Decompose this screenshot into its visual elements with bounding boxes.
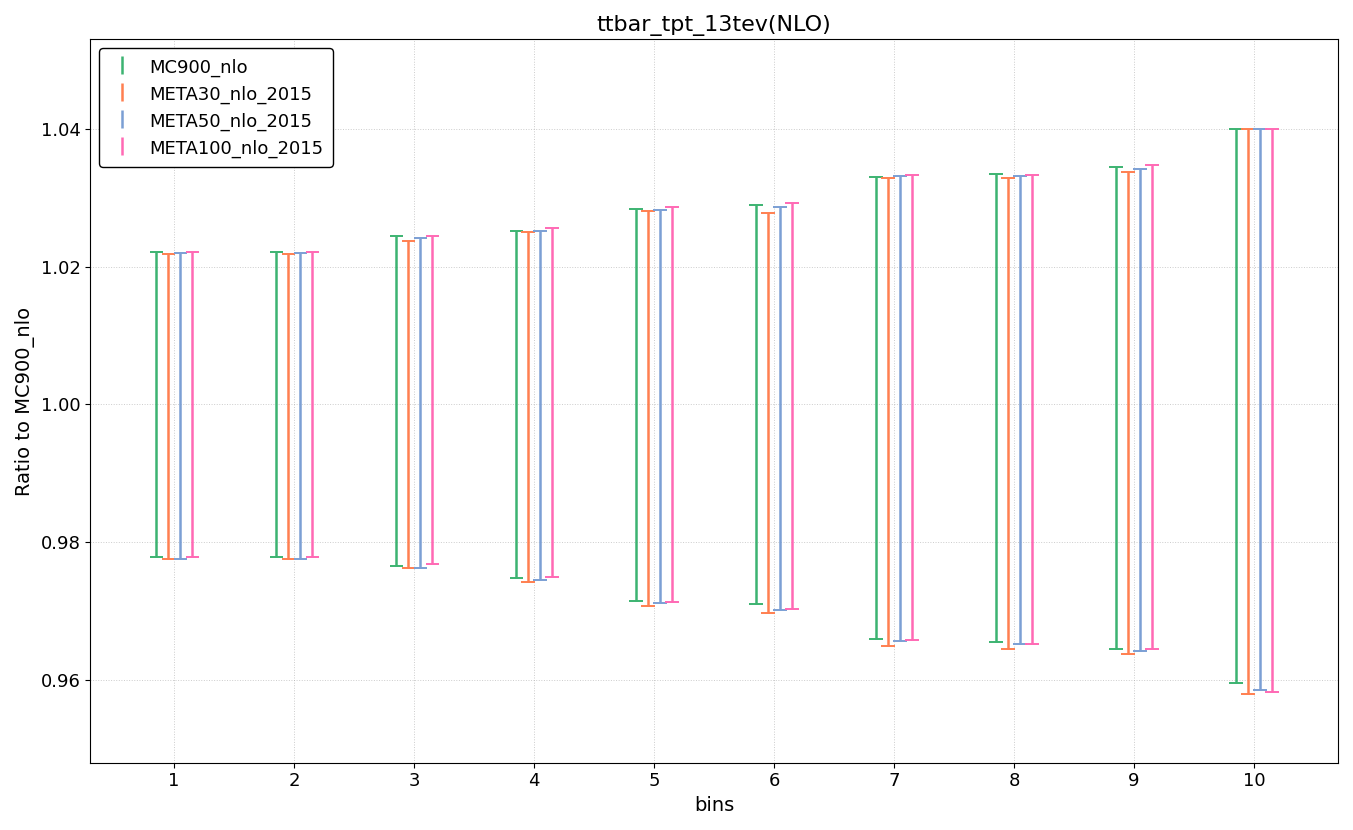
Legend: MC900_nlo, META30_nlo_2015, META50_nlo_2015, META100_nlo_2015: MC900_nlo, META30_nlo_2015, META50_nlo_2… xyxy=(99,48,333,167)
Y-axis label: Ratio to MC900_nlo: Ratio to MC900_nlo xyxy=(15,306,35,496)
X-axis label: bins: bins xyxy=(694,796,735,815)
Title: ttbar_tpt_13tev(NLO): ttbar_tpt_13tev(NLO) xyxy=(597,15,832,36)
